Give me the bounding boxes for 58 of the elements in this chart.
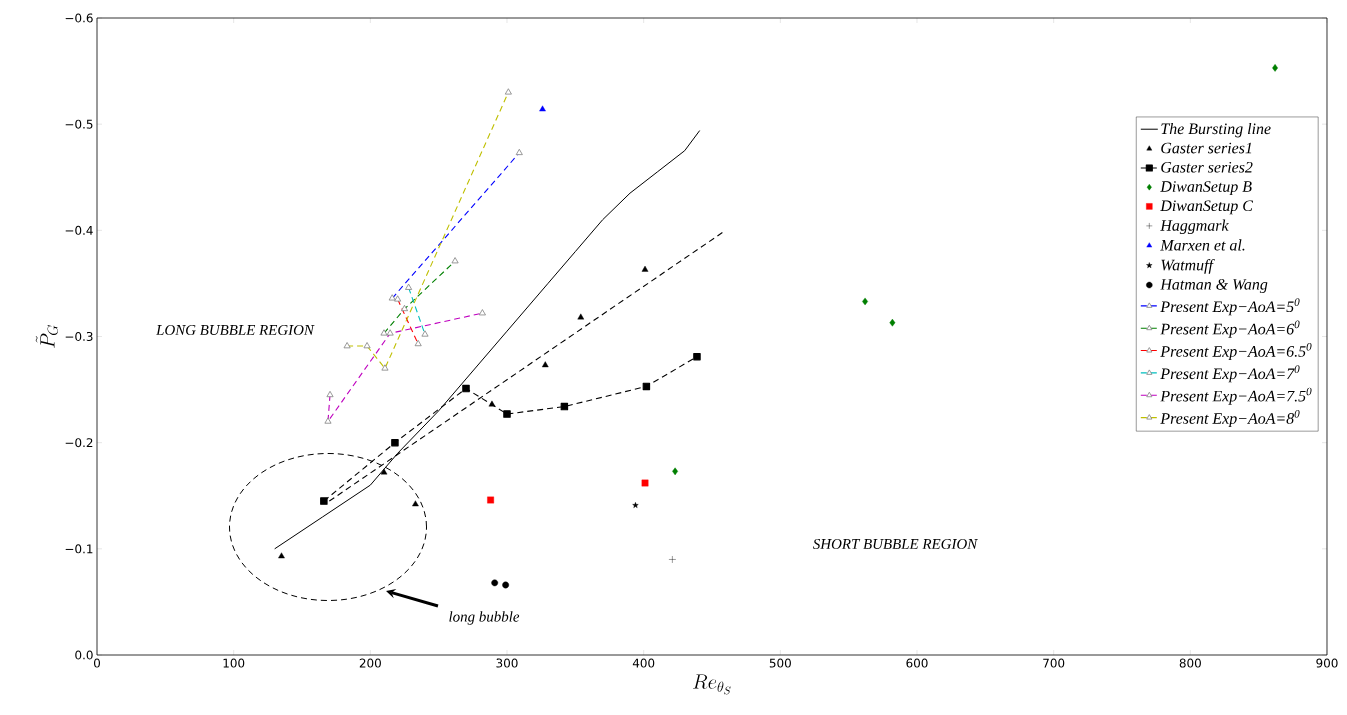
legend-label: Present Exp−AoA=5$^{0}$ — [1160, 298, 1300, 316]
annotation: long bubble — [449, 611, 520, 625]
x-tick-label: 200 — [359, 658, 381, 668]
y-tick-label: −0.2 — [65, 438, 93, 448]
legend-label: Gaster series2 — [1161, 161, 1253, 173]
point — [503, 410, 511, 418]
legend-label: Marxen et al. — [1160, 239, 1245, 251]
legend-label: Hatman & Wang — [1160, 279, 1268, 293]
x-tick-label: 800 — [1179, 658, 1201, 668]
point — [539, 105, 546, 112]
point — [391, 438, 399, 447]
x-tick-label: 600 — [906, 658, 928, 668]
legend-label: Gaster series1 — [1161, 142, 1252, 154]
point — [641, 265, 649, 272]
legend-label: DiwanSetup B — [1160, 181, 1252, 196]
annotation: SHORT BUBBLE REGION — [813, 538, 978, 550]
annotation: LONG BUBBLE REGION — [155, 324, 315, 336]
y-axis-title: $\tilde{P}_G$ — [35, 325, 58, 348]
point — [491, 579, 499, 587]
y-tick-label: −0.5 — [65, 119, 93, 129]
legend-label: The Bursting line — [1161, 122, 1271, 138]
x-tick-label: 700 — [1043, 658, 1065, 668]
legend-label: DiwanSetup C — [1160, 200, 1254, 215]
point — [641, 479, 649, 487]
legend-label: Watmuff — [1161, 259, 1215, 274]
point — [693, 352, 701, 361]
x-tick-label: 0 — [93, 658, 101, 668]
y-tick-label: −0.6 — [65, 13, 93, 23]
point — [320, 497, 328, 505]
y-tick-label: 0.0 — [75, 650, 93, 660]
point — [632, 502, 639, 508]
legend-label: Haggmark — [1160, 219, 1229, 235]
x-tick-label: 400 — [632, 658, 655, 668]
y-tick-label: −0.4 — [65, 225, 93, 235]
point — [668, 555, 677, 564]
point — [278, 552, 285, 559]
point — [577, 313, 585, 320]
point — [462, 384, 470, 393]
legend-label: Present Exp−AoA=7.5$^{0}$ — [1160, 387, 1312, 405]
point — [502, 581, 510, 589]
legend-label: Present Exp−AoA=8$^{0}$ — [1160, 410, 1300, 428]
legend-label: Present Exp−AoA=6$^{0}$ — [1160, 320, 1300, 338]
point — [1272, 64, 1278, 72]
point — [488, 400, 496, 407]
point — [380, 468, 388, 475]
x-tick-label: 900 — [1316, 658, 1338, 668]
point — [541, 361, 549, 368]
point — [487, 496, 494, 504]
point — [412, 500, 419, 507]
y-tick-label: −0.1 — [65, 544, 93, 554]
point — [889, 318, 896, 327]
y-tick-label: −0.3 — [65, 331, 93, 342]
x-tick-label: 300 — [496, 658, 518, 668]
x-axis-title: $Re_{\theta_S}$ — [693, 674, 731, 695]
legend-label: Present Exp−AoA=6.5$^{0}$ — [1160, 342, 1312, 361]
x-tick-label: 500 — [769, 658, 791, 668]
x-tick-label: 100 — [223, 658, 245, 668]
legend-label: Present Exp−AoA=7$^{0}$ — [1160, 365, 1300, 383]
